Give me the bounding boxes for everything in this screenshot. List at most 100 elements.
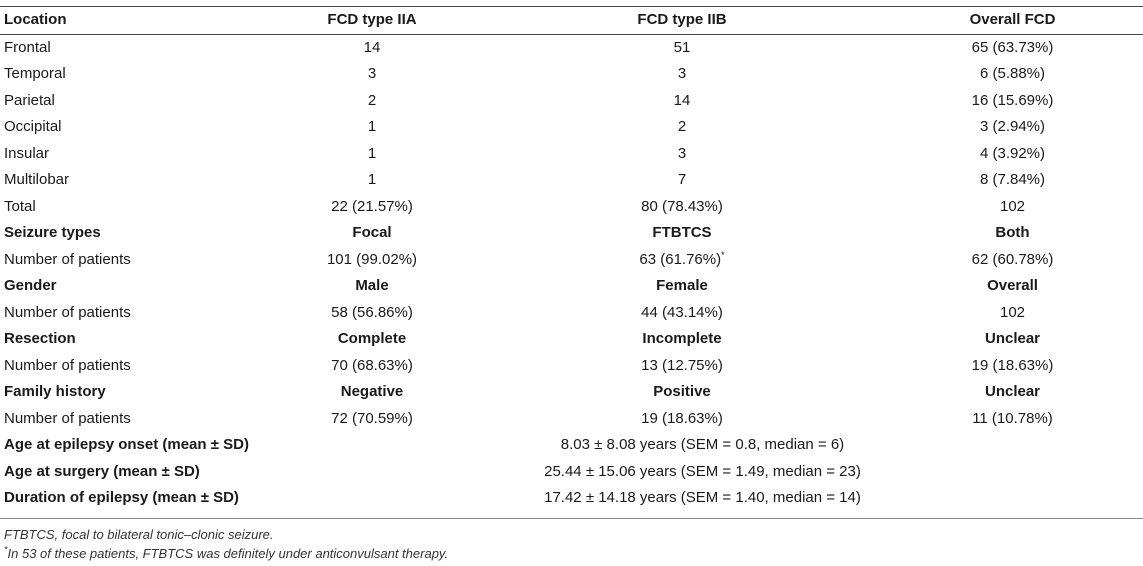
summary-value: 8.03 ± 8.08 years (SEM = 0.8, median = 6… (262, 432, 1143, 459)
table-cell: Parietal (4, 91, 55, 109)
table-cell: 80 (78.43%) (641, 197, 723, 215)
footnote-marker: * (721, 249, 725, 260)
table-cell: 62 (60.78%) (971, 250, 1054, 268)
table-cell: Occipital (4, 118, 62, 136)
table-cell: 14 (673, 91, 691, 109)
table-row: Temporal 3 3 6 (5.88%) (0, 61, 1143, 88)
table-cell: 19 (18.63%) (641, 409, 723, 427)
table-cell: 6 (5.88%) (979, 65, 1046, 83)
ftbtcs-count: 63 (61.76%) (639, 250, 722, 268)
table-cell: 3 (677, 144, 687, 162)
summary-value-text: 8.03 ± 8.08 years (SEM = 0.8, median = 6… (560, 436, 845, 454)
summary-label: Age at surgery (mean ± SD) (4, 462, 200, 480)
summary-value-text: 25.44 ± 15.06 years (SEM = 1.49, median … (544, 462, 861, 480)
table-cell: Number of patients (4, 303, 131, 321)
header-cell: Overall FCD (882, 7, 1143, 35)
table-cell: Total (4, 197, 36, 215)
summary-row-age-onset: Age at epilepsy onset (mean ± SD) 8.03 ±… (0, 432, 1143, 459)
header-cell: Both (995, 224, 1030, 242)
table-row: Number of patients 58 (56.86%) 44 (43.14… (0, 300, 1143, 327)
table-cell: 13 (12.75%) (641, 356, 723, 374)
header-cell: Resection (4, 330, 76, 348)
header-cell: Family history (4, 383, 106, 401)
table-cell: 3 (367, 65, 377, 83)
table-cell: 2 (367, 91, 377, 109)
table-cell: 22 (21.57%) (331, 197, 413, 215)
table-cell: 63 (61.76%)* (482, 247, 882, 274)
table-row: Number of patients 70 (68.63%) 13 (12.75… (0, 353, 1143, 380)
table-cell: Number of patients (4, 409, 131, 427)
summary-value: 25.44 ± 15.06 years (SEM = 1.49, median … (262, 459, 1143, 486)
table-cell: Number of patients (4, 356, 131, 374)
fcd-characteristics-table: Location FCD type IIA FCD type IIB Overa… (0, 7, 1143, 512)
table-cell: 8 (7.84%) (979, 171, 1046, 189)
summary-label: Duration of epilepsy (mean ± SD) (4, 489, 239, 507)
table-cell: 72 (70.59%) (331, 409, 413, 427)
table-top-rule (0, 6, 1143, 7)
table-row: Number of patients 101 (99.02%) 63 (61.7… (0, 247, 1143, 274)
table-cell: Temporal (4, 65, 66, 83)
footnote-star: *In 53 of these patients, FTBTCS was def… (4, 544, 449, 561)
table-cell: 65 (63.73%) (971, 38, 1054, 56)
table-cell: 11 (10.78%) (972, 409, 1053, 427)
table-cell: 70 (68.63%) (331, 356, 413, 374)
table-cell: 58 (56.86%) (331, 303, 413, 321)
header-cell: Gender (4, 277, 57, 295)
header-cell: Negative (340, 383, 404, 401)
table-cell: 7 (677, 171, 687, 189)
header-cell: Location (0, 7, 262, 35)
header-cell: Complete (337, 330, 407, 348)
table-cell: Frontal (4, 38, 51, 56)
table-cell: 1 (367, 171, 377, 189)
header-cell: FTBTCS (652, 224, 712, 242)
header-cell: Female (656, 277, 708, 295)
section-header-seizure-types: Seizure types Focal FTBTCS Both (0, 220, 1143, 247)
header-cell: Unclear (984, 330, 1041, 348)
header-cell: FCD type IIB (482, 7, 882, 35)
table-cell: 2 (677, 118, 687, 136)
table-cell: 19 (18.63%) (971, 356, 1054, 374)
header-cell: Male (355, 277, 389, 295)
table-row-total: Total 22 (21.57%) 80 (78.43%) 102 (0, 194, 1143, 221)
table-header-row: Location FCD type IIA FCD type IIB Overa… (0, 7, 1143, 35)
header-cell: Overall (987, 277, 1038, 295)
summary-value-text: 17.42 ± 14.18 years (SEM = 1.40, median … (544, 489, 861, 507)
summary-value: 17.42 ± 14.18 years (SEM = 1.40, median … (262, 485, 1143, 512)
table-cell: 51 (673, 38, 691, 56)
table-row: Parietal 2 14 16 (15.69%) (0, 88, 1143, 115)
table-cell: Insular (4, 144, 50, 162)
summary-row-duration: Duration of epilepsy (mean ± SD) 17.42 ±… (0, 485, 1143, 512)
summary-row-age-surgery: Age at surgery (mean ± SD) 25.44 ± 15.06… (0, 459, 1143, 486)
table-cell: Multilobar (4, 171, 70, 189)
table-row: Multilobar 1 7 8 (7.84%) (0, 167, 1143, 194)
table-cell: 16 (15.69%) (971, 91, 1054, 109)
footnote-star-text: In 53 of these patients, FTBTCS was defi… (7, 546, 449, 561)
header-cell: Unclear (984, 383, 1041, 401)
table-row: Number of patients 72 (70.59%) 19 (18.63… (0, 406, 1143, 433)
header-cell: Incomplete (642, 330, 722, 348)
table-cell: 102 (999, 303, 1026, 321)
table-cell: Number of patients (4, 250, 131, 268)
table-row: Occipital 1 2 3 (2.94%) (0, 114, 1143, 141)
table-cell: 4 (3.92%) (979, 144, 1046, 162)
table-cell: 102 (999, 197, 1026, 215)
table-bottom-rule (0, 518, 1143, 519)
section-header-family-history: Family history Negative Positive Unclear (0, 379, 1143, 406)
header-cell: Positive (653, 383, 711, 401)
table-cell: 1 (367, 144, 377, 162)
table-row: Insular 1 3 4 (3.92%) (0, 141, 1143, 168)
table-cell: 101 (99.02%) (326, 250, 418, 268)
footnote-star-marker: * (4, 544, 8, 555)
table-cell: 44 (43.14%) (641, 303, 723, 321)
summary-label: Age at epilepsy onset (mean ± SD) (4, 436, 249, 454)
header-cell: Focal (352, 224, 392, 242)
table-row: Frontal 14 51 65 (63.73%) (0, 34, 1143, 61)
section-header-resection: Resection Complete Incomplete Unclear (0, 326, 1143, 353)
table-cell: 3 (677, 65, 687, 83)
header-cell: FCD type IIA (262, 7, 482, 35)
table-cell: 1 (367, 118, 377, 136)
table-cell: 3 (2.94%) (979, 118, 1046, 136)
footnote-abbreviation: FTBTCS, focal to bilateral tonic–clonic … (4, 527, 274, 542)
header-cell: Seizure types (4, 224, 101, 242)
